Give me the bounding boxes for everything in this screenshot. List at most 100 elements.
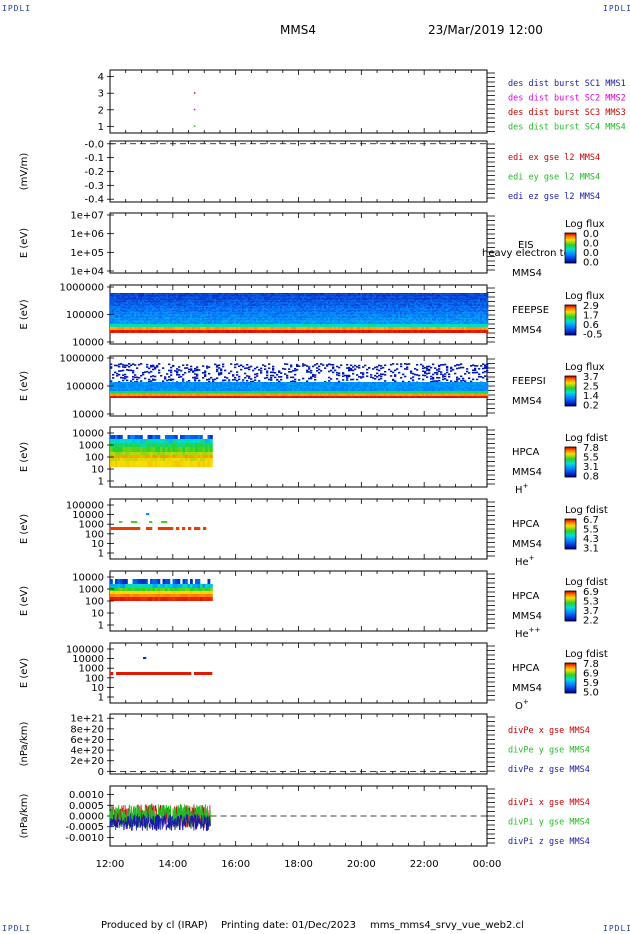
spectrogram-cell [150,308,153,310]
spectrogram-cell [238,306,241,308]
spectrogram-cell [380,318,383,320]
spectrogram-cell [238,308,241,310]
spectrogram-cell [398,314,401,316]
spectrogram-cell [198,294,201,296]
spectrogram-cell [172,302,175,304]
spectrogram-cell [426,315,429,318]
spectrogram-cell [178,306,181,308]
spectrogram-cell [138,302,141,304]
spectrogram-cell [136,313,139,315]
spectrogram-cell [202,319,205,321]
colorbar-segment [565,241,576,243]
spectrogram-cell [284,305,287,307]
spectrogram-cell [338,320,341,322]
spectrogram-cell [416,319,419,321]
spectrogram-cell [402,305,405,307]
spectrogram-cell [184,318,187,320]
spectrogram-cell [396,311,399,313]
spectrogram-cell [258,296,261,298]
spectrogram-cell [330,311,333,313]
spectrogram-cell [196,301,199,303]
spectrogram-cell [286,324,289,327]
spectrogram-cell [374,305,377,307]
spectrogram-cell [278,317,281,319]
spectrogram-cell [260,330,263,333]
colorbar-segment [565,261,576,263]
spectrogram-cell [188,299,191,301]
spectrogram-cell [314,321,317,324]
spectrogram-cell [212,321,215,324]
spectrogram-cell [142,307,145,309]
spectrogram-cell [406,324,409,327]
spectrogram-cell [416,318,419,320]
spectrogram-cell [412,306,415,308]
spectrogram-cell [250,305,253,307]
spectrogram-cell [376,294,379,296]
spectrogram-cell [282,324,285,327]
spectrogram-cell [150,318,153,320]
spectrogram-cell [374,299,377,301]
spectrogram-cell [336,313,339,315]
spectrogram-cell [126,306,129,308]
spectrogram-cell [274,294,277,296]
spectrogram-cell [354,299,357,301]
spectrogram-cell [320,327,323,330]
spectrogram-cell [280,330,283,333]
spectrogram-cell [168,300,171,302]
spectrogram-cell [162,297,165,300]
spectrogram-cell [426,297,429,300]
spectrogram-cell [338,307,341,309]
spectrogram-cell [116,317,119,319]
spectrogram-cell [126,308,129,310]
spectrogram-cell [412,321,415,324]
spectrogram-cell [424,313,427,315]
spectrogram-cell [310,303,313,306]
spectrogram-cell [346,296,349,298]
spectrogram-cell [158,319,161,321]
spectrogram-cell [266,318,269,320]
spectrogram-cell [258,317,261,319]
spectrogram-cell [408,323,411,325]
spectrogram-cell [144,321,147,324]
spectrogram-cell [376,313,379,315]
spectrogram-cell [338,330,341,333]
spectrogram-cell [154,327,157,330]
spectrogram-cell [136,295,139,297]
spectrogram-cell [178,308,181,310]
spectrogram-cell [414,294,417,296]
spectrogram-cell [120,308,123,310]
spectrogram-cell [220,309,223,312]
spectrogram-cell [120,300,123,302]
spectrogram-cell [218,327,221,330]
spectrogram-cell [120,294,123,296]
spectrogram-cell [310,313,313,315]
spectrogram-cell [210,321,213,324]
spectrogram-cell [418,299,421,301]
spectrogram-cell [158,296,161,298]
spectrogram-cell [362,317,365,319]
spectrogram-cell [426,311,429,313]
spectrogram-cell [136,297,139,300]
spectrogram-cell [414,296,417,298]
data-point [193,108,196,111]
spectrogram-cell [360,297,363,300]
spectrogram-cell [366,313,369,315]
spectrogram-cell [172,294,175,296]
spectrogram-cell [226,317,229,319]
spectrogram-cell [224,300,227,302]
spectrogram-cell [226,302,229,304]
spectrogram-cell [430,306,433,308]
spectrogram-cell [400,320,403,322]
spectrogram-cell [350,321,353,324]
spectrogram-cell [130,299,133,301]
spectrogram-cell [360,313,363,315]
spectrogram-cell [404,312,407,314]
spectrogram-cell [210,308,213,310]
spectrogram-cell [268,293,271,295]
spectrogram-cell [398,305,401,307]
spectrogram-cell [392,305,395,307]
spectrogram-cell [406,300,409,302]
spectrogram-cell [174,320,177,322]
spectrogram-cell [156,297,159,300]
spectrogram-cell [380,295,383,297]
